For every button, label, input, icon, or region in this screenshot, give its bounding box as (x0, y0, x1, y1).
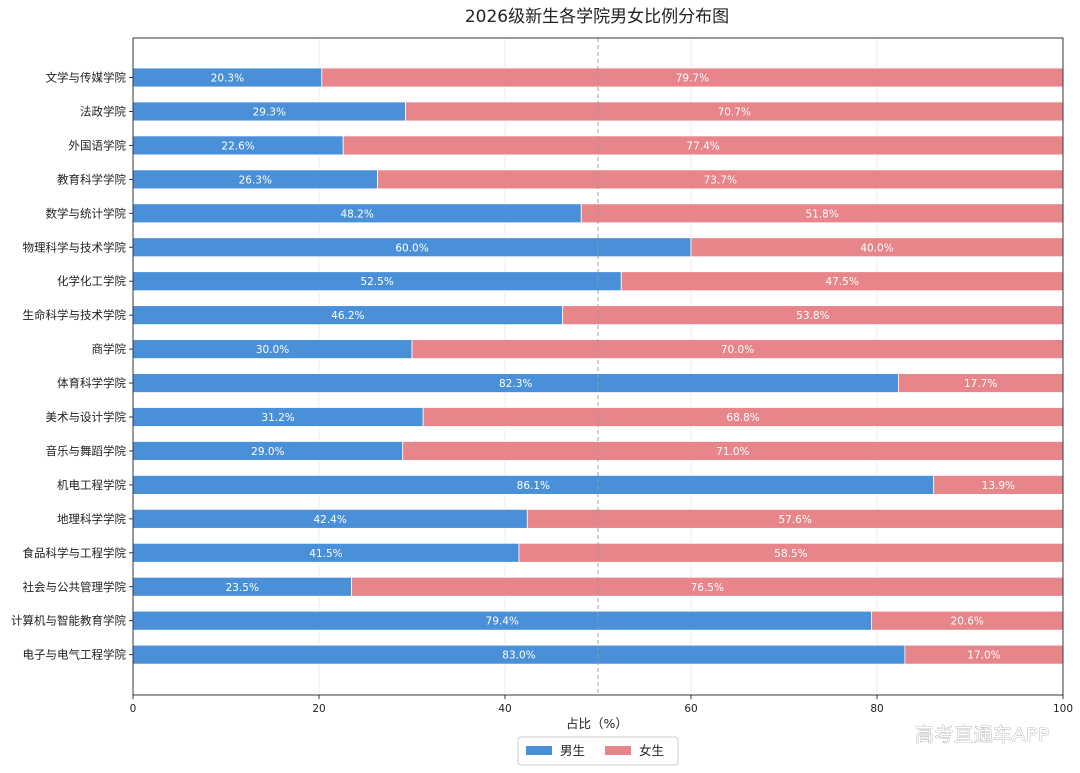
category-label: 商学院 (92, 342, 127, 356)
category-label: 机电工程学院 (57, 478, 126, 492)
category-label: 地理科学学院 (57, 512, 126, 526)
bars-layer: 20.3% 79.7% 29.3% 70.7% 22.6% 77.4% 26.3% 73.7%… (132, 67, 1064, 665)
legend-label-female: 女生 (639, 743, 664, 758)
legend: 男生 女生 (517, 736, 679, 766)
bar-label-male: 86.1% (517, 480, 550, 492)
bar-label-male: 29.0% (251, 446, 284, 458)
bar-label-female: 70.7% (718, 106, 751, 118)
category-label: 物理科学与技术学院 (23, 240, 127, 254)
bar-label-male: 30.0% (256, 344, 289, 356)
legend-swatch-male (526, 746, 552, 755)
bar-label-male: 60.0% (395, 242, 428, 254)
bar-label-female: 79.7% (676, 73, 709, 85)
bar-label-female: 58.5% (774, 548, 807, 560)
bar-label-male: 26.3% (239, 174, 272, 186)
bar-label-male: 82.3% (499, 378, 532, 390)
bar-label-male: 83.0% (502, 650, 535, 662)
bar-label-male: 22.6% (221, 140, 254, 152)
bar-label-male: 48.2% (340, 208, 373, 220)
x-tick-label: 20 (312, 703, 325, 715)
x-tick-label: 80 (870, 703, 883, 715)
category-label: 电子与电气工程学院 (23, 648, 127, 662)
bar-label-female: 71.0% (716, 446, 749, 458)
category-label: 食品科学与工程学院 (23, 546, 127, 560)
legend-swatch-female (605, 746, 631, 755)
category-label: 音乐与舞蹈学院 (46, 444, 127, 458)
x-tick-label: 60 (684, 703, 697, 715)
x-tick-label: 0 (130, 703, 137, 715)
category-label: 社会与公共管理学院 (23, 580, 127, 594)
bar-label-male: 29.3% (253, 106, 286, 118)
bar-label-male: 41.5% (309, 548, 342, 560)
bar-label-male: 46.2% (331, 310, 364, 322)
bar-label-male: 23.5% (226, 582, 259, 594)
category-label: 文学与传媒学院 (46, 71, 127, 85)
bar-label-female: 47.5% (825, 276, 858, 288)
category-label: 教育科学学院 (57, 172, 126, 186)
category-label: 数学与统计学院 (46, 206, 127, 220)
bar-label-female: 40.0% (860, 242, 893, 254)
bar-label-female: 77.4% (686, 140, 719, 152)
bar-label-female: 76.5% (691, 582, 724, 594)
category-label: 外国语学院 (69, 138, 127, 152)
category-label: 体育科学学院 (57, 376, 126, 390)
bar-label-female: 68.8% (726, 412, 759, 424)
bar-label-female: 20.6% (951, 616, 984, 628)
bar-label-male: 20.3% (211, 73, 244, 85)
bar-label-male: 31.2% (261, 412, 294, 424)
bar-label-female: 53.8% (796, 310, 829, 322)
bar-label-male: 52.5% (360, 276, 393, 288)
bar-label-female: 70.0% (721, 344, 754, 356)
category-label: 计算机与智能教育学院 (11, 614, 126, 628)
x-tick-label: 100 (1053, 703, 1073, 715)
category-label: 化学化工学院 (57, 274, 126, 288)
watermark-text: 高考直通车APP (915, 724, 1050, 746)
legend-frame (517, 736, 679, 766)
bar-label-male: 42.4% (313, 514, 346, 526)
x-axis-ticks: 0 20 40 60 80 100 (130, 695, 1073, 715)
bar-label-female: 51.8% (805, 208, 838, 220)
plot-frame (132, 37, 1064, 696)
bar-label-female: 13.9% (982, 480, 1015, 492)
x-tick-label: 40 (498, 703, 511, 715)
bar-label-female: 57.6% (778, 514, 811, 526)
bar-label-male: 79.4% (486, 616, 519, 628)
category-labels: 文学与传媒学院法政学院外国语学院教育科学学院数学与统计学院物理科学与技术学院化学… (11, 71, 133, 662)
bar-label-female: 17.7% (964, 378, 997, 390)
category-label: 法政学院 (80, 104, 126, 118)
category-label: 生命科学与技术学院 (23, 308, 127, 322)
chart-title: 2026级新生各学院男女比例分布图 (465, 7, 729, 27)
legend-label-male: 男生 (560, 743, 585, 758)
bar-label-female: 73.7% (704, 174, 737, 186)
category-label: 美术与设计学院 (46, 410, 127, 424)
x-axis-label: 占比（%） (566, 716, 628, 731)
bar-label-female: 17.0% (967, 650, 1000, 662)
